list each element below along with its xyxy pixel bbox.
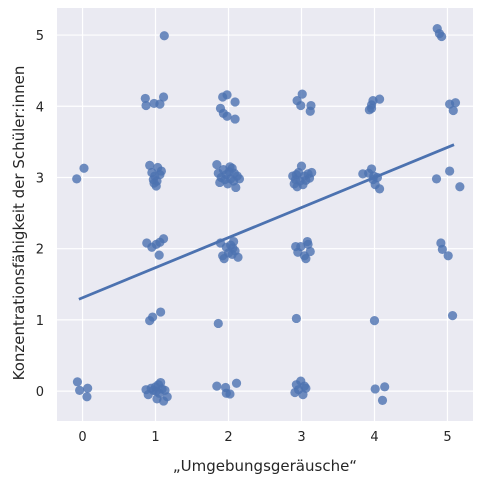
data-point bbox=[292, 170, 301, 179]
y-tick-label: 5 bbox=[36, 29, 44, 44]
data-point bbox=[72, 174, 81, 183]
data-point bbox=[232, 379, 241, 388]
data-point bbox=[83, 384, 92, 393]
data-point bbox=[82, 392, 91, 401]
data-point bbox=[225, 389, 234, 398]
data-point bbox=[306, 247, 315, 256]
data-point bbox=[303, 237, 312, 246]
x-axis-label: „Umgebungsgeräusche“ bbox=[173, 457, 357, 475]
x-tick-label: 1 bbox=[151, 430, 159, 445]
x-tick-label: 2 bbox=[224, 430, 232, 445]
data-point bbox=[155, 250, 164, 259]
data-point bbox=[159, 92, 168, 101]
data-point bbox=[214, 319, 223, 328]
data-point bbox=[160, 31, 169, 40]
x-tick-label: 3 bbox=[297, 430, 305, 445]
data-point bbox=[375, 95, 384, 104]
y-tick-label: 1 bbox=[36, 314, 44, 329]
data-point bbox=[444, 251, 453, 260]
y-tick-label: 4 bbox=[36, 100, 44, 115]
data-point bbox=[148, 312, 157, 321]
data-point bbox=[156, 307, 165, 316]
data-point bbox=[448, 311, 457, 320]
y-tick-label: 2 bbox=[36, 243, 44, 258]
data-point bbox=[298, 90, 307, 99]
data-point bbox=[233, 253, 242, 262]
data-point bbox=[367, 104, 376, 113]
data-point bbox=[228, 243, 237, 252]
data-point bbox=[380, 382, 389, 391]
data-point bbox=[235, 174, 244, 183]
data-point bbox=[230, 114, 239, 123]
y-tick-labels: 0 1 2 3 4 5 bbox=[36, 29, 44, 400]
x-tick-label: 0 bbox=[78, 430, 86, 445]
data-point bbox=[222, 90, 231, 99]
data-point bbox=[449, 106, 458, 115]
x-tick-label: 4 bbox=[370, 430, 378, 445]
y-tick-label: 0 bbox=[36, 385, 44, 400]
data-point bbox=[231, 183, 240, 192]
data-point bbox=[306, 107, 315, 116]
data-point bbox=[73, 377, 82, 386]
y-axis-label: Konzentrationsfähigkeit der Schüler:inne… bbox=[10, 66, 28, 381]
data-point bbox=[79, 164, 88, 173]
data-point bbox=[141, 101, 150, 110]
data-point bbox=[230, 97, 239, 106]
data-point bbox=[432, 174, 441, 183]
data-point bbox=[225, 162, 234, 171]
data-point bbox=[75, 386, 84, 395]
x-tick-labels: 0 1 2 3 4 5 bbox=[78, 430, 451, 445]
data-point bbox=[163, 392, 172, 401]
data-point bbox=[292, 314, 301, 323]
data-point bbox=[222, 112, 231, 121]
data-point bbox=[301, 384, 310, 393]
data-point bbox=[437, 32, 446, 41]
data-point bbox=[212, 382, 221, 391]
x-tick-label: 5 bbox=[443, 430, 451, 445]
data-point bbox=[445, 166, 454, 175]
data-point bbox=[159, 234, 168, 243]
data-point bbox=[375, 184, 384, 193]
data-point bbox=[370, 316, 379, 325]
plot-background bbox=[57, 8, 473, 421]
data-point bbox=[152, 386, 161, 395]
data-point bbox=[455, 182, 464, 191]
data-point bbox=[378, 396, 387, 405]
y-tick-label: 3 bbox=[36, 171, 44, 186]
data-point bbox=[296, 101, 305, 110]
data-point bbox=[297, 161, 306, 170]
data-point bbox=[451, 98, 460, 107]
data-point bbox=[371, 384, 380, 393]
data-point bbox=[152, 176, 161, 185]
data-point bbox=[307, 168, 316, 177]
